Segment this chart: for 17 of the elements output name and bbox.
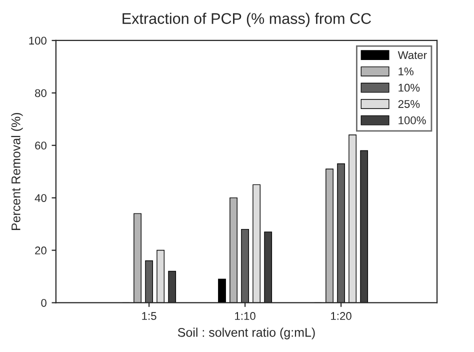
y-tick-label: 60 xyxy=(35,142,46,150)
y-tick-label: 80 xyxy=(35,89,46,98)
legend-label: 25% xyxy=(398,100,420,108)
x-tick-label: 1:5 xyxy=(142,312,156,320)
y-tick-label: 100 xyxy=(29,36,46,45)
legend-label: Water xyxy=(398,51,427,60)
legend-label: 100% xyxy=(398,116,426,124)
chart-title: Extraction of PCP (% mass) from CC xyxy=(122,12,371,27)
legend-label: 1% xyxy=(398,68,414,76)
y-tick-label: 0 xyxy=(41,298,46,307)
x-tick-label: 1:20 xyxy=(331,312,352,320)
y-tick-label: 20 xyxy=(35,246,46,254)
y-axis-title: Percent Removal (%) xyxy=(11,112,23,230)
x-tick-label: 1:10 xyxy=(235,312,256,320)
x-axis-title: Soil : solvent ratio (g:mL) xyxy=(178,328,315,340)
y-tick-label: 40 xyxy=(34,194,46,202)
legend-label: 10% xyxy=(398,84,420,92)
